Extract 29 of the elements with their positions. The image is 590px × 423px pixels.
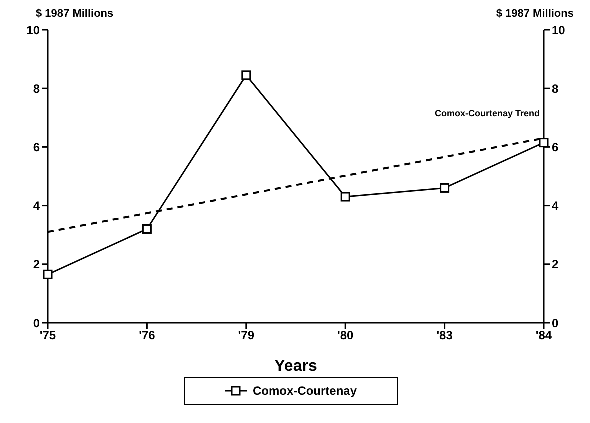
x-tick-label: '76: [139, 328, 156, 343]
y-tick-label: 0: [33, 316, 40, 330]
point: [539, 138, 549, 148]
x-tick-label: '75: [40, 328, 56, 343]
y2-tick-label: 6: [552, 140, 559, 154]
y2-tick-label: 4: [552, 199, 559, 214]
point: [440, 183, 450, 193]
x-axis-title: Years: [274, 358, 318, 375]
y-tick-label: 6: [33, 140, 40, 154]
point: [242, 70, 252, 80]
x-tick-label: '80: [338, 328, 354, 343]
y-tick-label: 10: [26, 23, 40, 38]
y-tick-label: 4: [33, 199, 40, 214]
y-tick-label: 2: [33, 258, 40, 272]
y-tick-label: 8: [33, 82, 40, 96]
legend-label: Comox-Courtenay: [252, 384, 357, 398]
point: [43, 270, 53, 280]
y2-tick-label: 0: [552, 316, 559, 330]
point: [340, 192, 350, 202]
x-tick-label: '83: [436, 328, 454, 343]
x-tick-label: '79: [238, 328, 255, 343]
y2-tick-label: 10: [552, 23, 566, 38]
point: [142, 224, 152, 234]
y2-axis-title: $ 1987 Millions: [496, 8, 574, 20]
y-axis-title: $ 1987 Millions: [36, 8, 114, 20]
x-tick-label: '84: [536, 328, 552, 343]
text: Comox-Courtenay Trend: [434, 108, 540, 118]
y2-tick-label: 2: [552, 258, 559, 272]
y2-tick-label: 8: [552, 82, 559, 96]
